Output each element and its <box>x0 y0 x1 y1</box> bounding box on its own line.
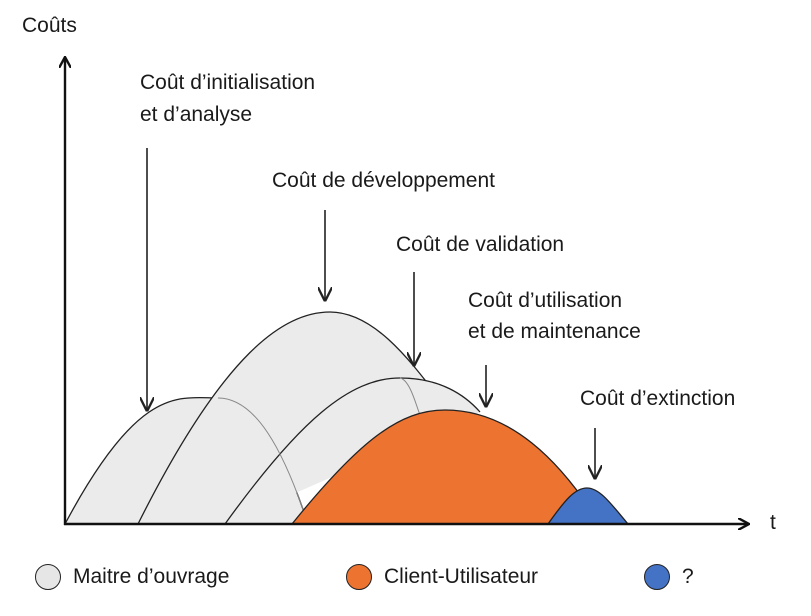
legend-item-maitre-ouvrage: Maitre d’ouvrage <box>35 562 229 592</box>
legend-swatch-orange <box>346 564 372 590</box>
curve-validation-outline <box>399 377 421 416</box>
label-initialisation-line2: et d’analyse <box>140 103 253 126</box>
curve-developpement <box>137 311 451 525</box>
legend-label: Client-Utilisateur <box>384 565 539 588</box>
legend-swatch-blue <box>644 564 670 590</box>
curve-utilisation <box>290 409 602 525</box>
label-utilisation-line1: Coût d’utilisation <box>468 289 623 312</box>
curve-extinction <box>546 487 630 525</box>
label-utilisation-line2: et de maintenance <box>468 320 641 343</box>
legend-item-unknown: ? <box>644 562 694 592</box>
legend-item-client-utilisateur: Client-Utilisateur <box>346 562 538 592</box>
label-validation: Coût de validation <box>396 233 565 256</box>
legend-swatch-gray <box>35 564 61 590</box>
legend-label: Maitre d’ouvrage <box>73 565 230 588</box>
x-axis-label: t <box>770 511 776 534</box>
label-developpement: Coût de développement <box>272 169 495 192</box>
curve-initialisation-outline <box>217 397 309 525</box>
label-initialisation-line1: Coût d’initialisation <box>140 71 316 94</box>
legend-label: ? <box>682 565 694 588</box>
label-extinction: Coût d’extinction <box>580 387 736 410</box>
y-axis-label: Coûts <box>22 14 77 37</box>
